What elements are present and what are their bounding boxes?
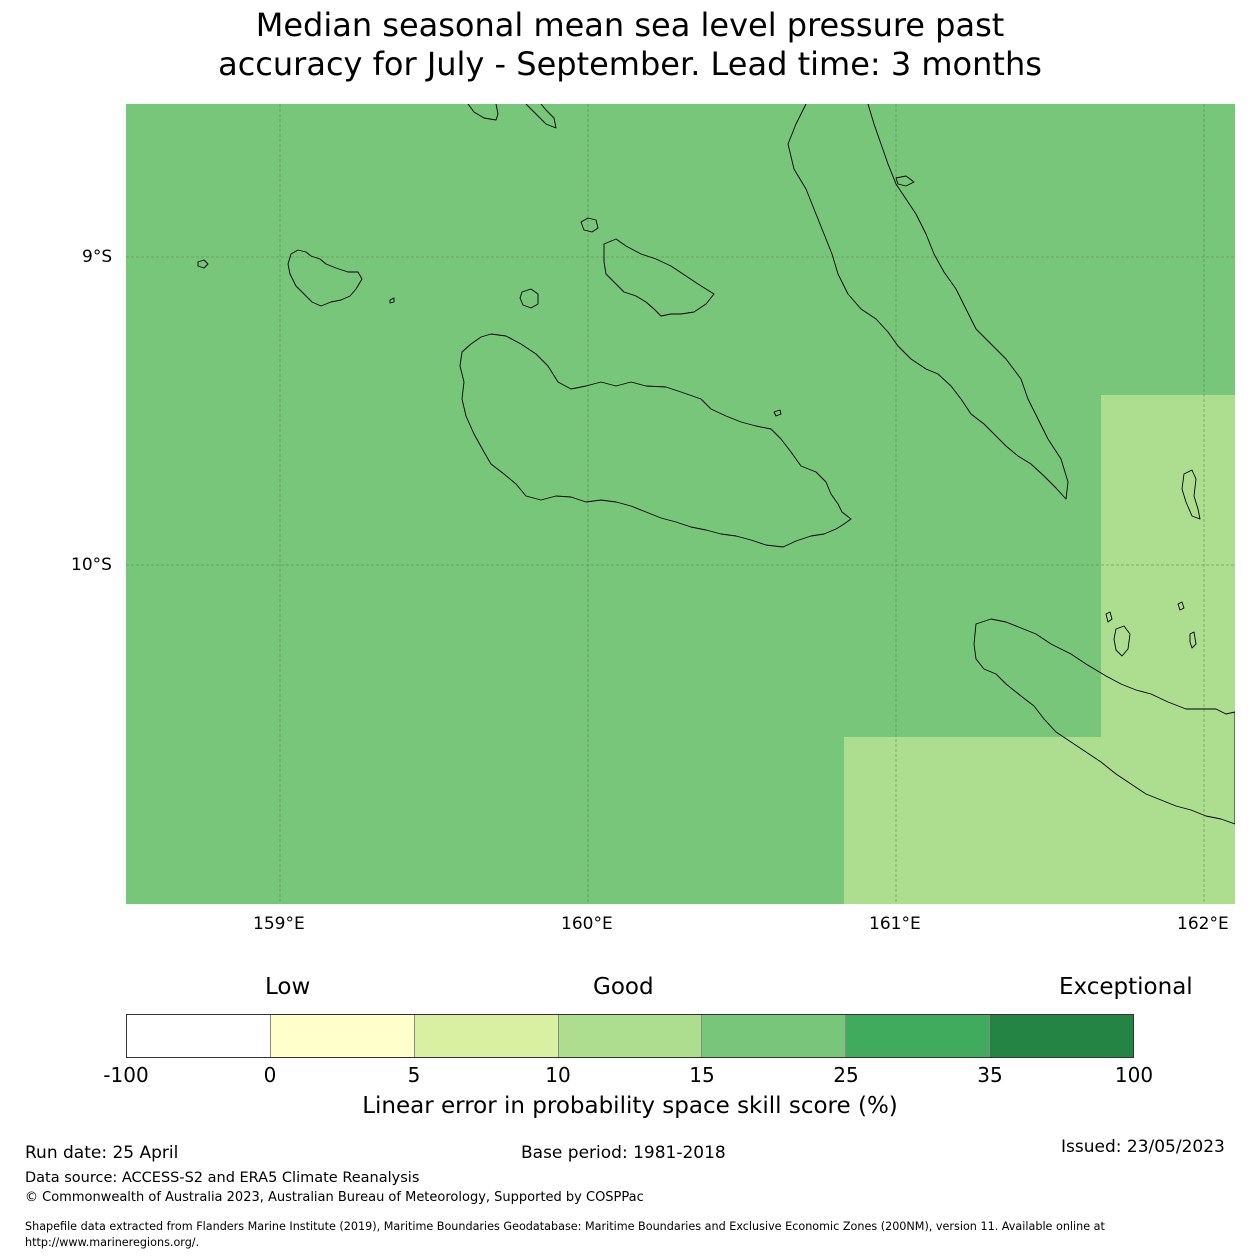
lon-tick-162e: 162°E [1177, 914, 1229, 934]
data-source: Data source: ACCESS-S2 and ERA5 Climate … [25, 1170, 420, 1186]
coast-small-isle-6 [1177, 601, 1185, 611]
colorbar-segment-25-35 [846, 1015, 991, 1057]
chart-title: Median seasonal mean sea level pressure … [0, 6, 1260, 84]
skill-map [126, 104, 1235, 904]
colorbar-tick-5: 5 [407, 1063, 421, 1087]
coast-malaita [787, 104, 1069, 500]
colorbar-tick-0: 0 [263, 1063, 277, 1087]
shapefile-credit-line-1: Shapefile data extracted from Flanders M… [25, 1220, 1105, 1233]
colorbar-tick-25: 25 [833, 1063, 859, 1087]
lon-tick-161e: 161°E [869, 914, 921, 934]
coast-small-isle-5 [1105, 611, 1113, 623]
coast-nggela-west [467, 104, 499, 121]
colorbar-segment-10-15 [558, 1015, 703, 1057]
coastlines [197, 104, 1235, 825]
title-line-1: Median seasonal mean sea level pressure … [255, 6, 1005, 44]
skill-region-10-15-south [844, 737, 1235, 904]
coast-makira [973, 618, 1235, 825]
run-date: Run date: 25 April [25, 1143, 179, 1163]
lon-tick-160e: 160°E [561, 914, 613, 934]
coast-small-isle-1 [580, 217, 599, 233]
lat-tick-10s: 10°S [71, 555, 112, 575]
colorbar-tick-15: 15 [689, 1063, 715, 1087]
coast-small-isle-7 [1189, 631, 1197, 649]
colorbar-heading-good: Good [593, 974, 654, 1000]
colorbar-segment-0-5 [270, 1015, 415, 1057]
colorbar-tick-35: 35 [977, 1063, 1003, 1087]
issued-date: Issued: 23/05/2023 [1061, 1137, 1225, 1157]
colorbar-tick-10: 10 [545, 1063, 571, 1087]
colorbar-segment-35-100 [990, 1015, 1134, 1057]
coast-florida-islands [603, 238, 715, 317]
title-line-2: accuracy for July - September. Lead time… [218, 45, 1042, 83]
coast-small-isle-malaita [895, 175, 915, 187]
base-period: Base period: 1981-2018 [521, 1143, 726, 1163]
coast-guadalcanal [459, 333, 852, 548]
coast-small-isle-4 [773, 409, 782, 417]
coast-small-isle-3 [389, 297, 395, 304]
coast-ugi-island [1113, 625, 1131, 657]
colorbar-tick-minus100: -100 [103, 1063, 149, 1087]
lon-tick-159e: 159°E [253, 914, 305, 934]
colorbar-segment-minus100-0 [127, 1015, 271, 1057]
shapefile-credit-line-2: http://www.marineregions.org/. [25, 1236, 200, 1249]
coast-russell-islands [287, 249, 363, 307]
colorbar-heading-low: Low [265, 974, 311, 1000]
colorbar [126, 1014, 1134, 1058]
coast-ulawa [1181, 469, 1201, 520]
colorbar-heading-exceptional: Exceptional [1059, 974, 1193, 1000]
colorbar-segment-15-25 [702, 1015, 847, 1057]
coast-savo-island [519, 288, 539, 309]
copyright: © Commonwealth of Australia 2023, Austra… [25, 1190, 644, 1205]
colorbar-tick-100: 100 [1114, 1063, 1154, 1087]
lat-tick-9s: 9°S [82, 247, 113, 267]
colorbar-segment-5-10 [414, 1015, 559, 1057]
colorbar-label: Linear error in probability space skill … [362, 1093, 898, 1119]
coast-small-isle-2 [197, 259, 209, 269]
gridlines [126, 104, 1235, 904]
coast-nggela-east [525, 104, 557, 129]
